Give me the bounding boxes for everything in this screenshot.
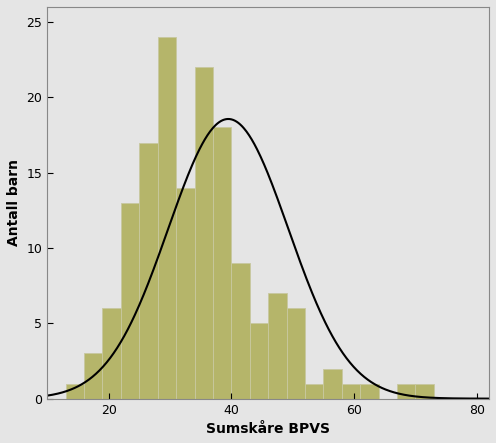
Bar: [287, 308, 305, 399]
Bar: [213, 128, 231, 399]
X-axis label: Sumskåre BPVS: Sumskåre BPVS: [206, 422, 330, 436]
Bar: [323, 369, 342, 399]
Bar: [194, 67, 213, 399]
Bar: [342, 384, 360, 399]
Bar: [84, 354, 103, 399]
Bar: [268, 293, 287, 399]
Bar: [158, 37, 176, 399]
Bar: [250, 323, 268, 399]
Bar: [103, 308, 121, 399]
Bar: [65, 384, 84, 399]
Bar: [360, 384, 378, 399]
Bar: [139, 143, 158, 399]
Bar: [121, 203, 139, 399]
Bar: [305, 384, 323, 399]
Bar: [397, 384, 416, 399]
Y-axis label: Antall barn: Antall barn: [7, 159, 21, 246]
Bar: [416, 384, 434, 399]
Bar: [176, 188, 194, 399]
Bar: [231, 263, 250, 399]
